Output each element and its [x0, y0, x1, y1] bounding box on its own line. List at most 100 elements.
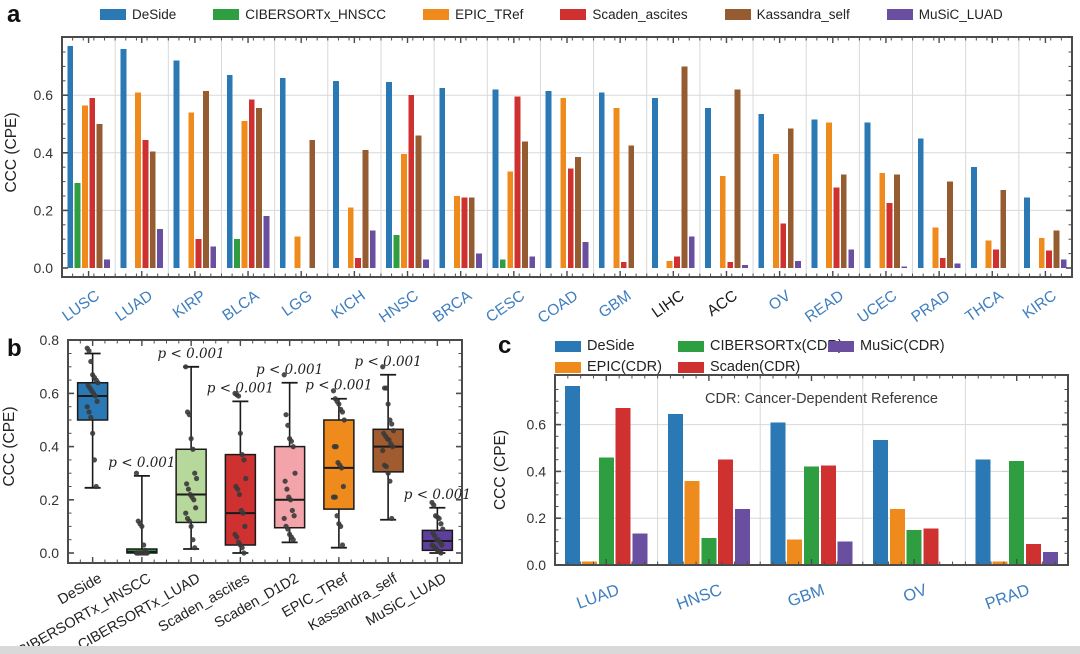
bar-LUAD-MuSiC(CDR) — [632, 533, 648, 565]
svg-text:0.0: 0.0 — [34, 260, 54, 276]
data-point — [235, 393, 242, 399]
data-point — [383, 385, 389, 391]
bar-LUAD-DeSide — [565, 385, 581, 565]
box-CIBERSORTx_HNSCC — [126, 470, 158, 556]
bar-HNSC-EPIC_TRef — [400, 154, 407, 268]
bar-KIRP-Scaden_ascites — [195, 239, 202, 268]
data-point — [438, 521, 444, 527]
data-point — [88, 358, 94, 365]
data-point — [190, 446, 196, 452]
data-point — [193, 505, 199, 511]
bar-PRAD-EPIC(CDR) — [992, 561, 1008, 565]
bottom-strip — [0, 646, 1080, 654]
data-point — [339, 542, 346, 548]
data-point — [190, 537, 196, 543]
data-point — [188, 436, 194, 442]
bar-LUAD-EPIC(CDR) — [581, 561, 597, 565]
data-point — [90, 430, 96, 436]
bar-COAD-MuSiC_LUAD — [582, 242, 589, 268]
data-point — [192, 470, 198, 476]
data-point — [290, 444, 296, 450]
pvalue-annotation: p < 0.001 — [355, 354, 422, 370]
category-label-HNSC: HNSC — [376, 287, 422, 326]
bar-UCEC-Kassandra_self — [894, 174, 900, 268]
bar-GBM-Scaden_ascites — [620, 262, 627, 268]
bar-KIRP-MuSiC_LUAD — [210, 246, 217, 268]
svg-text:0.6: 0.6 — [527, 417, 547, 433]
data-point — [242, 523, 248, 529]
bar-PRAD-Kassandra_self — [947, 181, 954, 268]
data-point — [192, 545, 198, 551]
legend-item-DeSide: DeSide — [555, 338, 678, 354]
bar-LUAD-EPIC_TRef — [135, 92, 141, 268]
bar-CESC-MuSiC_LUAD — [529, 256, 536, 268]
legend-swatch-EPIC_TRef — [423, 9, 450, 20]
svg-text:CCC (CPE): CCC (CPE) — [1, 406, 18, 486]
legend-label: Scaden(CDR) — [710, 359, 801, 375]
data-point — [439, 542, 445, 548]
svg-text:0.4: 0.4 — [527, 463, 547, 479]
data-point — [341, 417, 347, 423]
bar-KIRP-DeSide — [173, 60, 180, 268]
data-point — [193, 475, 200, 482]
bar-KIRC-EPIC_TRef — [1038, 237, 1045, 268]
box-EPIC_TRef — [323, 388, 355, 549]
data-point — [235, 486, 241, 492]
bar-KICH-MuSiC_LUAD — [369, 230, 376, 268]
legend-label: Scaden_ascites — [592, 7, 688, 22]
bar-HNSC-Scaden_ascites — [408, 95, 415, 268]
bar-READ-Kassandra_self — [840, 174, 847, 268]
svg-text:0.2: 0.2 — [527, 510, 547, 526]
legend-row: DeSide CIBERSORTx(CDR) MuSiC(CDR) — [555, 338, 945, 354]
bar-LUSC-Kassandra_self — [96, 124, 103, 268]
panel-a-legend: DeSide CIBERSORTx_HNSCC EPIC_TRef Scaden_as… — [100, 7, 1003, 22]
data-point — [390, 444, 396, 450]
bar-LUAD-CIBERSORTx(CDR) — [598, 457, 614, 565]
bar-KICH-Kassandra_self — [362, 149, 369, 268]
bar-LUAD-Scaden(CDR) — [615, 408, 631, 565]
bar-LIHC-DeSide — [652, 98, 658, 268]
bar-UCEC-MuSiC_LUAD — [901, 266, 908, 268]
category-label-BRCA: BRCA — [430, 287, 476, 326]
bar-OV-MuSiC_LUAD — [795, 260, 801, 268]
legend-label: CIBERSORTx_HNSCC — [245, 7, 387, 22]
data-point — [143, 550, 149, 556]
data-point — [336, 401, 342, 407]
category-label-KICH: KICH — [329, 287, 369, 322]
data-point — [289, 507, 295, 514]
panel-c-label: c — [498, 332, 512, 359]
data-point — [290, 537, 296, 543]
bar-LUAD-MuSiC_LUAD — [157, 229, 164, 268]
data-point — [239, 545, 245, 551]
bar-GBM-CIBERSORTx(CDR) — [804, 466, 819, 565]
data-point — [283, 412, 289, 418]
bar-HNSC-MuSiC_LUAD — [423, 259, 429, 268]
pvalue-annotation: p < 0.001 — [404, 487, 471, 503]
bar-GBM-MuSiC(CDR) — [837, 541, 853, 565]
panel-c-chart: 0.0 0.2 0.4 0.6 LUAD HNSC GBM OV PRAD CCC (CPE) CD… — [492, 374, 1069, 614]
category-label-LUSC: LUSC — [59, 287, 103, 325]
bar-UCEC-EPIC_TRef — [879, 172, 886, 268]
pvalue-annotation: p < 0.001 — [158, 346, 225, 362]
data-point — [387, 478, 393, 484]
data-point — [133, 470, 140, 476]
data-point — [94, 398, 100, 404]
category-label-CESC: CESC — [483, 287, 528, 326]
bar-UCEC-Scaden_ascites — [886, 203, 893, 268]
legend-label: CIBERSORTx(CDR) — [710, 338, 843, 354]
svg-text:CCC (CPE): CCC (CPE) — [492, 430, 509, 510]
pvalue-annotation: p < 0.001 — [207, 380, 274, 396]
bar-GBM-Scaden(CDR) — [820, 465, 836, 565]
bar-OV-DeSide — [872, 439, 888, 565]
category-label-KIRC: KIRC — [1020, 287, 1060, 322]
category-label-READ: READ — [802, 287, 847, 326]
bar-BLCA-Kassandra_self — [256, 108, 262, 268]
data-point — [431, 502, 437, 508]
legend-label: DeSide — [587, 338, 635, 354]
category-label-PRAD: PRAD — [983, 581, 1032, 614]
bar-COAD-Scaden_ascites — [567, 168, 574, 268]
data-point — [282, 478, 288, 484]
bar-CESC-EPIC_TRef — [507, 171, 514, 268]
data-point — [135, 550, 141, 556]
data-point — [241, 550, 247, 556]
